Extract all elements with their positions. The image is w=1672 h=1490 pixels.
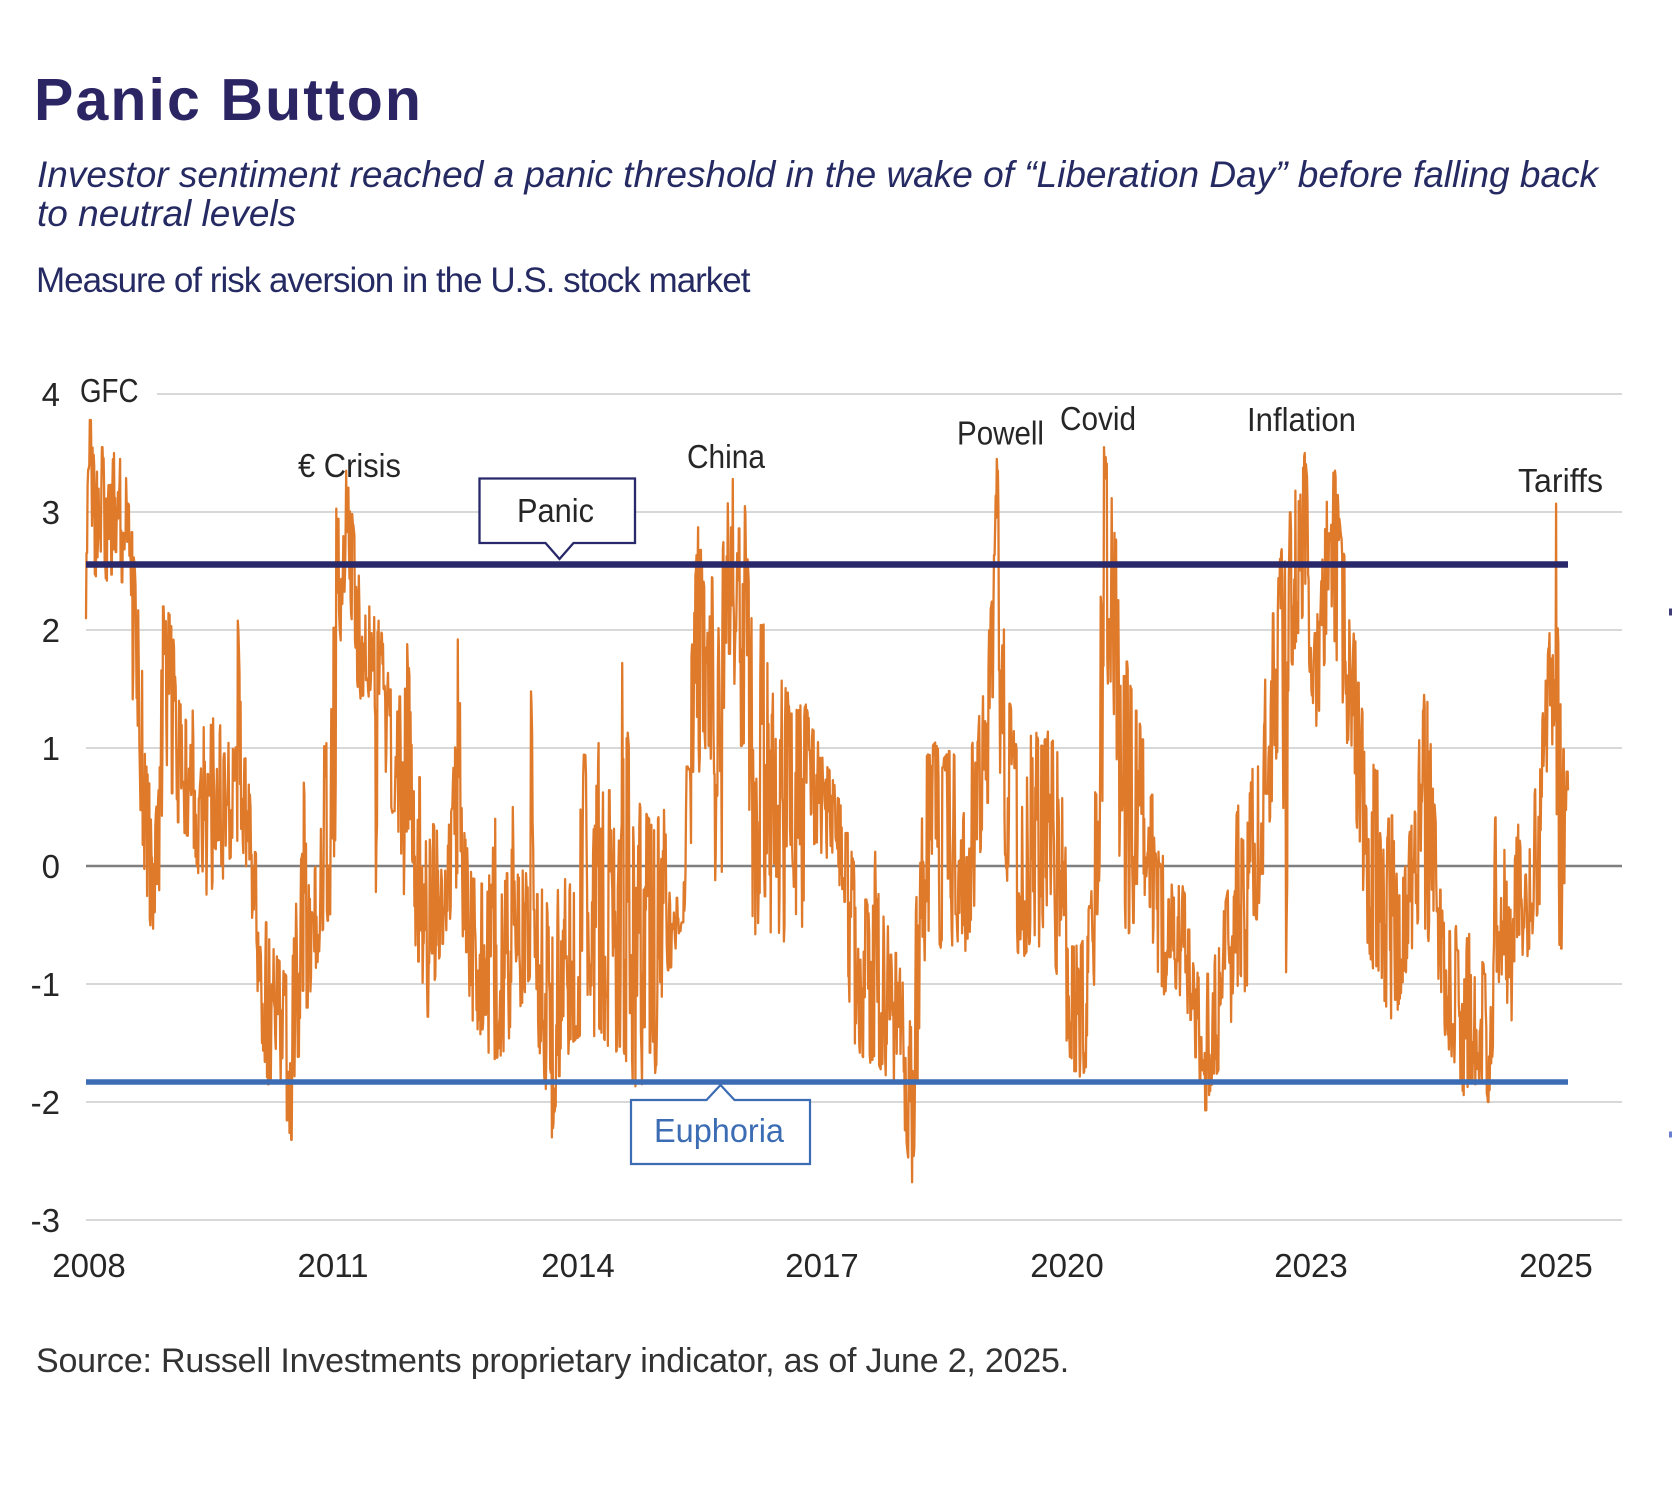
- svg-text:Panic: Panic: [517, 492, 594, 529]
- svg-text:Panic Button: Panic Button: [34, 67, 423, 133]
- svg-text:4: 4: [42, 376, 60, 413]
- svg-text:-3: -3: [31, 1202, 60, 1239]
- svg-text:Powell: Powell: [957, 415, 1044, 452]
- svg-text:2020: 2020: [1030, 1247, 1103, 1284]
- svg-text:China: China: [687, 438, 766, 475]
- svg-text:Tariffs: Tariffs: [1518, 462, 1603, 499]
- svg-text:Inflation: Inflation: [1247, 401, 1356, 438]
- svg-text:Euphoria: Euphoria: [654, 1112, 785, 1149]
- svg-text:2: 2: [42, 612, 60, 649]
- svg-text:1: 1: [42, 730, 60, 767]
- svg-text:2023: 2023: [1274, 1247, 1347, 1284]
- svg-text:Investor sentiment reached a p: Investor sentiment reached a panic thres…: [37, 154, 1601, 195]
- svg-text:3: 3: [42, 494, 60, 531]
- svg-text:-1: -1: [31, 966, 60, 1003]
- svg-text:2011: 2011: [298, 1247, 369, 1284]
- svg-text:to neutral levels: to neutral levels: [37, 193, 296, 234]
- svg-text:-2: -2: [31, 1084, 60, 1121]
- svg-text:2025: 2025: [1519, 1247, 1592, 1284]
- svg-text:2014: 2014: [541, 1247, 614, 1284]
- svg-text:GFC: GFC: [80, 372, 139, 409]
- svg-text:Source: Russell Investments pr: Source: Russell Investments proprietary …: [36, 1342, 1069, 1380]
- svg-text:0: 0: [42, 848, 60, 885]
- svg-text:2017: 2017: [785, 1247, 858, 1284]
- svg-text:€ Crisis: € Crisis: [298, 447, 401, 484]
- svg-text:2008: 2008: [52, 1247, 125, 1284]
- svg-text:Measure of risk aversion in th: Measure of risk aversion in the U.S. sto…: [36, 261, 751, 300]
- svg-text:Covid: Covid: [1060, 400, 1136, 437]
